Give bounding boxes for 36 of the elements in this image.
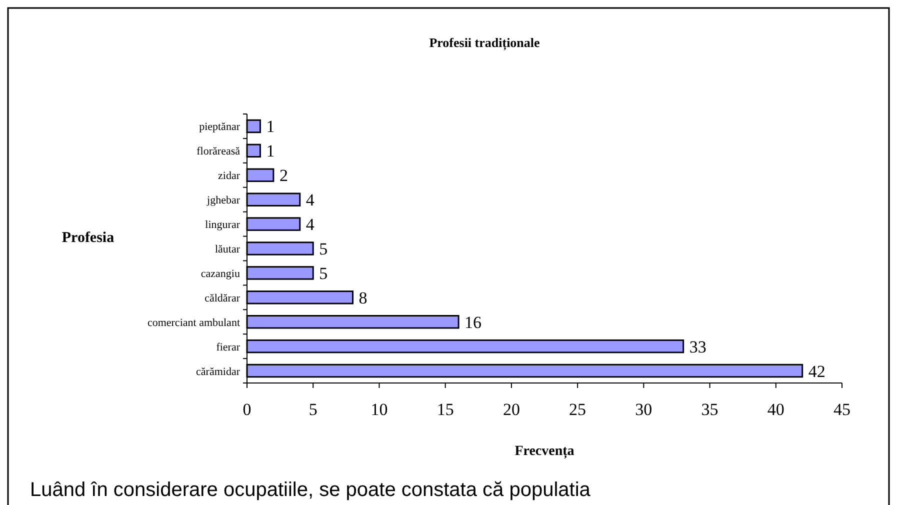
x-tick-label: 10 xyxy=(370,400,388,419)
x-axis-title: Frecvența xyxy=(514,444,574,459)
y-tick-label: căldărar xyxy=(204,292,240,304)
data-label: 16 xyxy=(464,312,482,332)
x-tick-label: 45 xyxy=(834,400,850,419)
y-tick-label: comerciant ambulant xyxy=(147,316,240,329)
y-tick-label: fierar xyxy=(216,341,240,354)
data-label: 5 xyxy=(319,264,328,283)
x-tick-label: 0 xyxy=(242,400,252,419)
y-tick-label: pieptănar xyxy=(199,121,240,134)
data-label: 8 xyxy=(358,288,368,308)
data-label: 5 xyxy=(319,240,328,258)
x-tick-label: 40 xyxy=(767,400,784,419)
x-tick-label: 5 xyxy=(308,400,318,419)
data-label: 4 xyxy=(306,190,315,210)
y-tick-label: cărămidar xyxy=(196,366,240,378)
x-tick-label: 25 xyxy=(569,400,586,419)
x-tick-label: 30 xyxy=(635,400,652,419)
y-tick-label: cazangiu xyxy=(200,268,240,280)
data-label: 1 xyxy=(266,142,275,161)
y-tick-label: zidar xyxy=(218,170,240,182)
y-tick-label: lingurar xyxy=(205,219,240,232)
x-tick-label: 20 xyxy=(502,400,520,419)
data-label: 2 xyxy=(279,166,288,186)
x-tick-label: 15 xyxy=(436,400,454,419)
data-label: 42 xyxy=(808,362,826,381)
y-tick-label: lăutar xyxy=(214,244,240,256)
text: Luând în considerare ocupatiile, se poate constata că populatia xyxy=(30,479,592,501)
chart-title: Profesii tradiționale xyxy=(429,35,540,51)
data-label: 33 xyxy=(689,337,706,356)
data-label: 4 xyxy=(306,215,315,234)
data-label: 1 xyxy=(266,117,275,136)
x-tick-label: 35 xyxy=(701,400,718,419)
y-axis-title: Profesia xyxy=(62,230,115,246)
y-tick-label: florăreasă xyxy=(196,146,240,158)
y-tick-label: jghebar xyxy=(206,194,240,207)
